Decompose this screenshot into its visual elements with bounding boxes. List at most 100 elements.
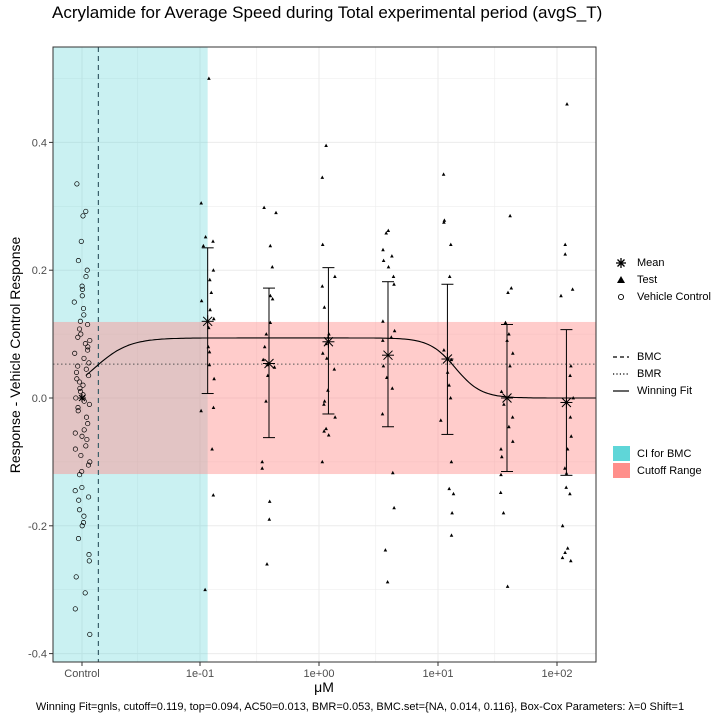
x-tick-label: Control (64, 668, 99, 680)
shaded-regions (53, 47, 596, 662)
legend-label-vehicle-control: Vehicle Control (637, 290, 711, 303)
test-point (392, 328, 397, 333)
vehicle-control-point (80, 213, 86, 219)
test-point (386, 265, 391, 269)
test-point (563, 242, 567, 246)
vehicle-control-point (79, 523, 85, 529)
test-point (502, 402, 506, 406)
legend-item-winning-fit: Winning Fit (612, 382, 692, 399)
vehicle-control-point (76, 379, 83, 385)
vehicle-control-point (85, 321, 91, 328)
vehicle-control-point (75, 363, 81, 369)
legend-item-test: Test (612, 271, 711, 288)
vehicle-control-point (72, 430, 78, 436)
y-tick-label: 0.2 (32, 265, 47, 277)
mean-marker (262, 357, 275, 370)
vehicle-control-point (79, 484, 85, 491)
vehicle-control-point (87, 631, 93, 637)
test-point (508, 213, 512, 218)
test-point (324, 426, 328, 431)
test-point (559, 293, 563, 298)
test-point (506, 290, 510, 294)
vehicle-control-point (75, 408, 81, 414)
legend-lines: BMC BMR Winning Fit (612, 348, 692, 399)
vehicle-control-point (83, 366, 89, 372)
y-tick-label: 0.0 (32, 393, 47, 405)
mean-marker (381, 349, 394, 362)
test-point (449, 242, 453, 246)
legend-item-bmr: BMR (612, 365, 692, 382)
test-point (389, 335, 394, 339)
test-point (383, 548, 388, 552)
x-axis-label: μM (314, 679, 334, 695)
asterisk-icon (612, 254, 630, 271)
test-point (326, 433, 331, 437)
vehicle-control-point (76, 497, 82, 503)
vehicle-control-point (82, 590, 88, 596)
vehicle-control-point (80, 382, 86, 388)
mean-marker (500, 392, 513, 404)
test-point (211, 239, 215, 243)
vehicle-control-point (73, 574, 79, 580)
test-point (447, 383, 451, 387)
mean-marker (560, 396, 573, 409)
test-point (208, 307, 212, 312)
test-point (270, 265, 275, 269)
legend-label-ci-for-bmc: CI for BMC (637, 447, 692, 460)
test-point (320, 175, 325, 179)
test-point (203, 235, 208, 239)
vehicle-control-point (72, 350, 78, 356)
x-tick-label: 1e+01 (423, 668, 454, 680)
test-point (270, 297, 275, 301)
test-point (498, 490, 503, 494)
test-point (447, 274, 452, 278)
test-point (442, 348, 446, 352)
test-point (448, 396, 453, 400)
test-point (320, 459, 325, 464)
test-point (510, 415, 515, 419)
vehicle-control-point (78, 452, 84, 459)
vehicle-control-point (86, 552, 92, 558)
test-point (442, 220, 446, 224)
test-point (381, 319, 385, 323)
test-point (442, 218, 447, 222)
test-point (391, 274, 396, 278)
panel-border (52, 46, 597, 663)
test-point (211, 405, 216, 409)
test-point (274, 210, 278, 215)
cyan-swatch-icon (612, 445, 630, 462)
vehicle-control-point (79, 433, 85, 439)
y-tick-label: -0.4 (28, 649, 47, 661)
test-point (207, 76, 211, 80)
vehicle-control-point (80, 520, 87, 526)
solid-line-icon (612, 382, 630, 399)
vehicle-control-point (85, 421, 91, 427)
test-point (565, 102, 569, 106)
test-point (451, 491, 456, 496)
test-point (325, 356, 329, 360)
y-tick-label: 0.4 (32, 137, 47, 149)
test-point (499, 389, 504, 393)
test-point (212, 376, 216, 381)
test-point (447, 486, 451, 491)
test-point (560, 523, 565, 528)
vehicle-control-point (72, 606, 78, 612)
test-point (321, 351, 325, 355)
x-tick-label: 1e+00 (304, 668, 335, 680)
test-point (564, 485, 568, 489)
vehicle-control-point (76, 326, 83, 332)
test-point (320, 242, 325, 246)
mean-marker (441, 353, 454, 366)
test-point (390, 254, 394, 258)
legend-label-mean: Mean (637, 256, 665, 269)
vehicle-control-point (85, 344, 91, 350)
test-point (261, 357, 265, 362)
test-point (503, 320, 508, 324)
data-points (71, 76, 575, 637)
legend-item-vehicle-control: Vehicle Control (612, 288, 711, 305)
dashed-line-icon (612, 348, 630, 365)
test-point (505, 584, 510, 588)
test-point (569, 434, 573, 438)
test-point (511, 351, 515, 355)
winning-fit-curve (85, 337, 596, 399)
